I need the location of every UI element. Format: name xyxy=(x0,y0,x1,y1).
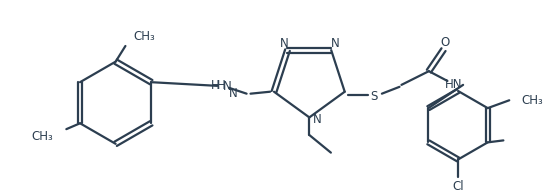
Text: CH₃: CH₃ xyxy=(521,94,543,107)
Text: CH₃: CH₃ xyxy=(133,30,155,43)
Text: N: N xyxy=(229,87,238,100)
Text: S: S xyxy=(370,90,378,103)
Text: H: H xyxy=(217,79,226,92)
Text: HN: HN xyxy=(445,78,462,91)
Text: N: N xyxy=(223,80,232,93)
Text: N: N xyxy=(331,37,339,50)
Text: N: N xyxy=(280,37,289,50)
Text: N: N xyxy=(313,113,321,126)
Text: H: H xyxy=(211,79,219,92)
Text: CH₃: CH₃ xyxy=(31,131,53,144)
Text: O: O xyxy=(441,36,450,49)
Text: Cl: Cl xyxy=(452,180,464,193)
